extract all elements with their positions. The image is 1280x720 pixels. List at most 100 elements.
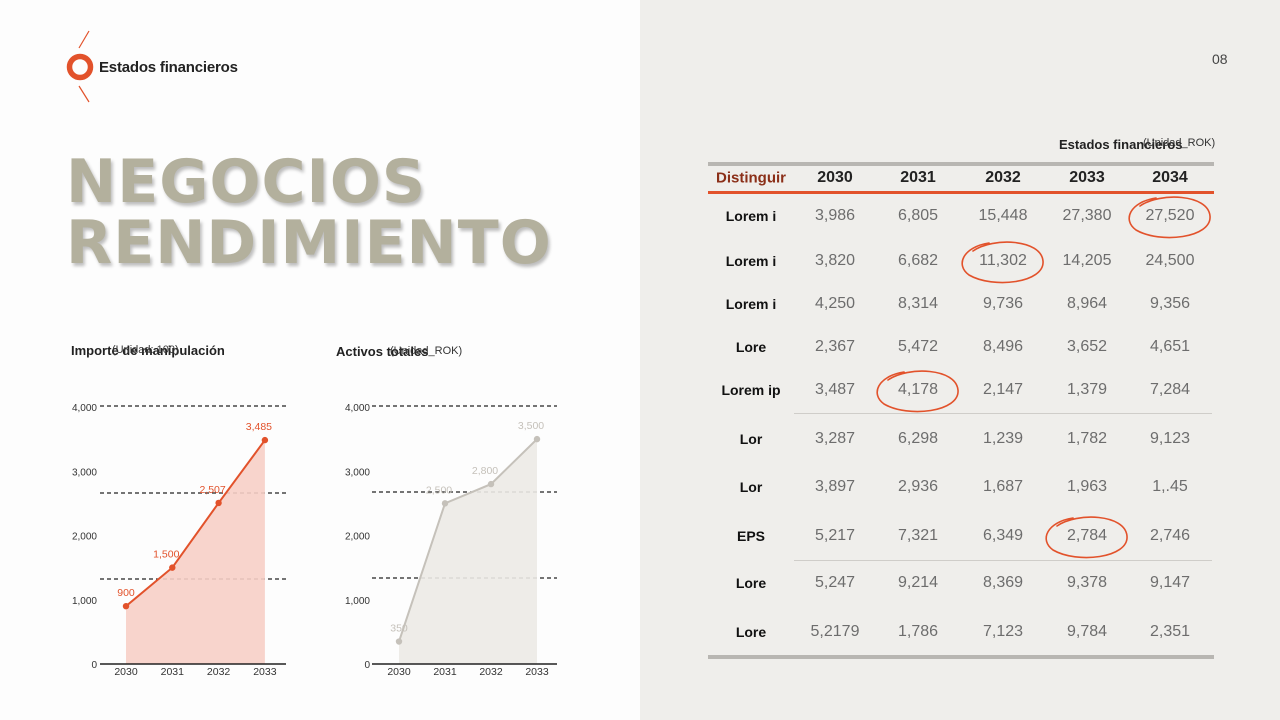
table-cell: 5,472 <box>897 338 939 355</box>
table-cell: 6,349 <box>982 527 1024 544</box>
data-label: 2,800 <box>472 465 498 477</box>
x-tick-label: 2032 <box>479 666 503 678</box>
table-header-year: 2032 <box>985 169 1021 186</box>
hero-title: NEGOCIOS RENDIMIENTO <box>66 152 552 274</box>
table-top-rule <box>708 162 1214 166</box>
data-point <box>395 638 403 645</box>
series-area <box>126 440 265 664</box>
table-cell: 8,496 <box>982 338 1024 355</box>
table-cell: 2,746 <box>1149 527 1191 544</box>
table-cell: 2,784 <box>1066 527 1108 544</box>
table-cell: 3,487 <box>814 381 856 398</box>
data-label: 900 <box>117 587 135 599</box>
x-tick-label: 2033 <box>253 666 277 678</box>
table-cell: 1,786 <box>897 623 939 640</box>
page-number: 08 <box>1212 51 1228 67</box>
chart1-unit: (Unidad: 100) <box>112 344 179 356</box>
table-cell: 1,687 <box>982 478 1024 495</box>
table-cell: 2,147 <box>982 381 1024 398</box>
y-tick-label: 4,000 <box>345 403 370 414</box>
chart-importe: 0 1,000 2,000 3,000 4,000 900 1,500 2,507 3,485 2… <box>72 403 286 678</box>
data-label: 3,500 <box>518 420 544 432</box>
table-row-label: Lorem i <box>725 253 777 269</box>
data-point <box>169 564 176 571</box>
table-cell: 11,302 <box>979 252 1027 269</box>
table-row-label: Lorem i <box>725 296 777 312</box>
data-label: 3,485 <box>246 421 272 433</box>
data-label: 350 <box>390 623 408 635</box>
chart-activos: 0 1,000 2,000 3,000 4,000 350 2,500 2,800 3,500 2… <box>345 403 557 678</box>
table-cell: 14,205 <box>1062 252 1112 269</box>
table-unit: (Unidad_ROK) <box>1143 137 1216 149</box>
table-row-label: Lore <box>735 339 767 355</box>
table-cell: 4,178 <box>897 381 939 398</box>
table-cell: 6,298 <box>897 430 939 447</box>
y-tick-label: 2,000 <box>345 532 370 543</box>
table-cell: 9,147 <box>1149 574 1191 591</box>
hero-line-2: RENDIMIENTO <box>66 208 552 278</box>
data-point <box>215 499 222 507</box>
table-cell: 9,214 <box>897 574 939 591</box>
x-tick-label: 2030 <box>387 666 411 678</box>
table-cell: 5,2179 <box>810 623 860 640</box>
data-point <box>122 602 130 610</box>
right-panel <box>640 0 1280 720</box>
table-cell: 2,367 <box>814 338 856 355</box>
table-row-label: Lorem ip <box>721 382 781 398</box>
hero-line-1: NEGOCIOS <box>66 147 427 217</box>
table-cell: 5,247 <box>814 574 856 591</box>
chart2-unit: (Unidad_ROK) <box>390 345 463 357</box>
table-cell: 9,123 <box>1149 430 1191 447</box>
table-cell: 9,356 <box>1149 295 1191 312</box>
y-tick-label: 4,000 <box>72 403 97 414</box>
table-header-year: 2034 <box>1152 169 1188 186</box>
data-point <box>533 435 541 443</box>
table-header-year: 2031 <box>900 169 936 186</box>
series-line <box>398 438 538 642</box>
table-row-label: Lore <box>735 575 767 591</box>
table-cell: 1,379 <box>1066 381 1108 398</box>
y-tick-label: 1,000 <box>345 596 370 607</box>
table-row-label: EPS <box>736 528 766 544</box>
data-point <box>441 500 449 507</box>
logo-ring-icon <box>66 30 94 103</box>
table-cell: 7,321 <box>897 527 939 544</box>
table-cell: 24,500 <box>1145 252 1195 269</box>
table-cell: 7,123 <box>982 623 1024 640</box>
table-divider <box>794 560 1212 561</box>
table-cell: 3,820 <box>814 252 856 269</box>
table-cell: 27,380 <box>1062 207 1112 224</box>
table-cell: 4,651 <box>1149 338 1191 355</box>
table-header-rule <box>708 191 1214 194</box>
data-point <box>487 480 495 488</box>
table-cell: 3,287 <box>814 430 856 447</box>
table-header-label: Distinguir <box>716 169 786 187</box>
table-header-year: 2030 <box>817 169 853 186</box>
table-cell: 3,986 <box>814 207 856 224</box>
y-tick-label: 0 <box>91 660 97 671</box>
table-cell: 9,736 <box>982 295 1024 312</box>
table-cell: 2,936 <box>897 478 939 495</box>
table-cell: 2,351 <box>1149 623 1191 640</box>
table-row-label: Lor <box>739 431 763 447</box>
table-caption: Estados financieros <box>1059 137 1183 152</box>
table-cell: 5,217 <box>814 527 856 544</box>
chart2-title: Activos totales <box>336 344 429 359</box>
y-tick-label: 1,000 <box>72 596 97 607</box>
table-row-label: Lor <box>739 479 763 495</box>
x-tick-label: 2031 <box>161 666 185 678</box>
y-tick-label: 3,000 <box>72 467 97 478</box>
table-cell: 8,369 <box>982 574 1024 591</box>
series-line <box>125 439 266 607</box>
y-tick-label: 3,000 <box>345 467 370 478</box>
table-cell: 15,448 <box>978 207 1028 224</box>
data-point <box>261 436 269 444</box>
data-label: 1,500 <box>153 549 179 561</box>
table-cell: 4,250 <box>814 295 856 312</box>
table-cell: 3,652 <box>1066 338 1108 355</box>
section-title: Estados financieros <box>99 59 238 76</box>
chart1-title: Importe de manipulación <box>71 343 225 358</box>
x-tick-label: 2033 <box>525 666 549 678</box>
table-divider <box>794 413 1212 414</box>
data-label: 2,507 <box>199 484 225 496</box>
